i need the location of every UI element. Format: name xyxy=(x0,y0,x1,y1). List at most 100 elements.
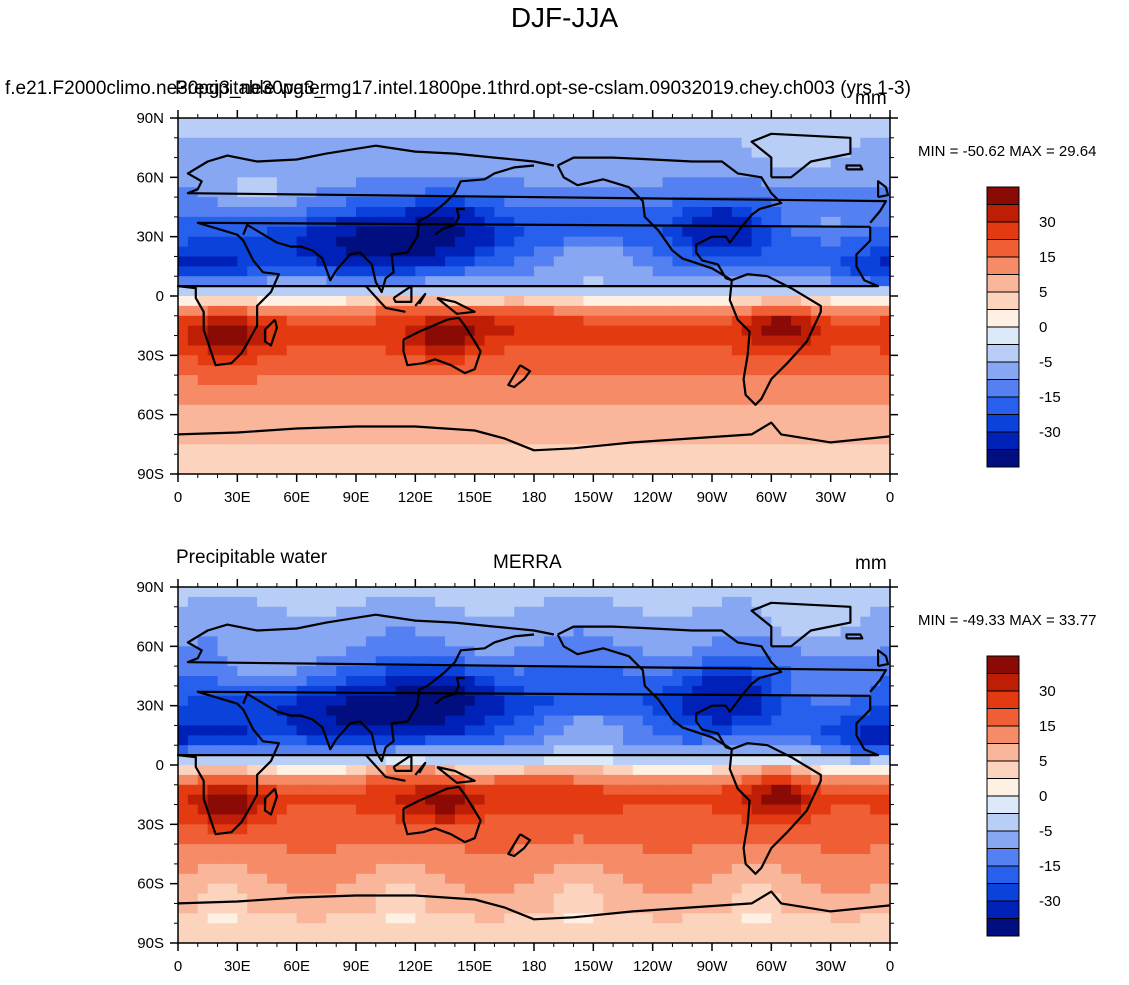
panel1-cell xyxy=(207,118,219,129)
panel1-cell xyxy=(346,118,357,129)
panel1-cell xyxy=(504,236,515,248)
panel2-cell xyxy=(385,844,397,855)
panel2-cell xyxy=(543,745,555,756)
panel1-cell xyxy=(623,147,634,159)
panel2-cell xyxy=(761,774,772,786)
panel2-cell xyxy=(365,844,377,855)
panel2-cell xyxy=(415,656,426,667)
panel1-cell xyxy=(415,414,426,426)
panel1-cell xyxy=(810,187,822,198)
panel1-cell xyxy=(494,216,505,228)
panel1-cell xyxy=(652,335,664,347)
panel1-cell xyxy=(593,216,604,228)
panel1-cell xyxy=(840,394,852,406)
panel2-cell xyxy=(356,596,367,608)
panel2-cell xyxy=(791,646,802,657)
panel1-cell xyxy=(217,266,229,277)
panel1-cell xyxy=(583,454,594,465)
panel1-cell xyxy=(445,335,456,347)
panel1-cell xyxy=(464,454,476,465)
panel2-cell xyxy=(751,626,763,638)
panel2-cell xyxy=(781,666,792,677)
panel1-cell xyxy=(672,464,683,475)
panel2-cell xyxy=(425,814,436,825)
panel1-cell xyxy=(652,157,664,169)
panel1-cell xyxy=(623,236,634,248)
panel2-cell xyxy=(306,745,318,756)
panel1-cell xyxy=(178,197,189,208)
panel2-cell xyxy=(464,873,476,885)
panel2-cell xyxy=(781,883,792,895)
panel1-cell xyxy=(682,345,693,356)
panel1-cell xyxy=(543,355,555,366)
panel2-cell xyxy=(504,587,515,598)
panel1-cell xyxy=(721,127,733,139)
panel2-cell xyxy=(682,745,693,756)
panel2-cell xyxy=(593,587,604,598)
panel2-cell xyxy=(820,794,832,806)
panel1-cell xyxy=(870,177,881,188)
panel2-cell xyxy=(613,715,624,727)
panel2-cell xyxy=(296,765,308,776)
panel2-cell xyxy=(702,656,713,667)
panel2-cell xyxy=(771,814,782,825)
panel2-cell xyxy=(534,725,545,736)
panel1-cell xyxy=(524,226,535,238)
panel1-cell xyxy=(227,296,238,307)
panel2-cell xyxy=(642,676,654,687)
panel2-cell xyxy=(731,616,743,628)
panel1-cell xyxy=(543,394,555,406)
panel1-cell xyxy=(850,385,861,396)
panel2-cell xyxy=(731,646,743,657)
panel2-cell xyxy=(484,636,496,647)
panel2-cell xyxy=(870,844,881,855)
panel2-cell xyxy=(731,804,743,816)
panel2-cell xyxy=(267,844,278,855)
panel2-cell xyxy=(801,725,812,736)
panel1-cell xyxy=(731,315,743,327)
panel2-cell xyxy=(237,863,248,875)
panel1-cell xyxy=(603,375,614,386)
panel1-cell xyxy=(553,375,565,386)
panel2-cell xyxy=(286,735,298,746)
panel2-cell xyxy=(187,606,199,618)
panel1-cell xyxy=(593,266,604,277)
panel2-cell xyxy=(860,863,871,875)
panel2-cell xyxy=(662,636,674,647)
panel1-cell xyxy=(712,385,723,396)
panel1-cell xyxy=(375,256,387,267)
panel2-cell xyxy=(336,765,347,776)
panel1-cell xyxy=(504,454,515,465)
panel1-cell xyxy=(474,296,486,307)
panel1-cell xyxy=(662,246,674,258)
panel1-coastline xyxy=(556,156,783,282)
panel1-cell xyxy=(257,345,268,356)
panel2-cell xyxy=(850,676,861,687)
panel2-cell xyxy=(672,735,683,746)
panel2-cell xyxy=(682,854,693,865)
panel1-cell xyxy=(632,345,644,356)
panel2-cell xyxy=(395,685,407,697)
panel2-cell xyxy=(563,715,575,727)
panel1-cell xyxy=(543,305,555,317)
panel1-cell xyxy=(356,305,367,317)
panel2-cell xyxy=(702,814,713,825)
panel1-cell xyxy=(504,464,515,475)
panel1-cell xyxy=(276,236,288,248)
panel1-cell xyxy=(217,424,229,436)
panel2-cell xyxy=(474,834,486,845)
panel1-cell xyxy=(712,464,723,475)
panel1-cell xyxy=(178,207,189,218)
panel1-cell xyxy=(435,286,446,297)
panel2-cell xyxy=(385,676,397,687)
panel2-cell xyxy=(751,854,763,865)
panel2-cell xyxy=(504,636,515,647)
panel2-cell xyxy=(346,765,357,776)
panel1-cell xyxy=(870,454,881,465)
panel2-cell xyxy=(880,804,891,816)
panel1-cell xyxy=(761,216,772,228)
panel1-cell xyxy=(543,197,555,208)
panel2-cell xyxy=(593,784,604,796)
panel1-cell xyxy=(356,404,367,416)
panel2-cell xyxy=(583,725,594,736)
